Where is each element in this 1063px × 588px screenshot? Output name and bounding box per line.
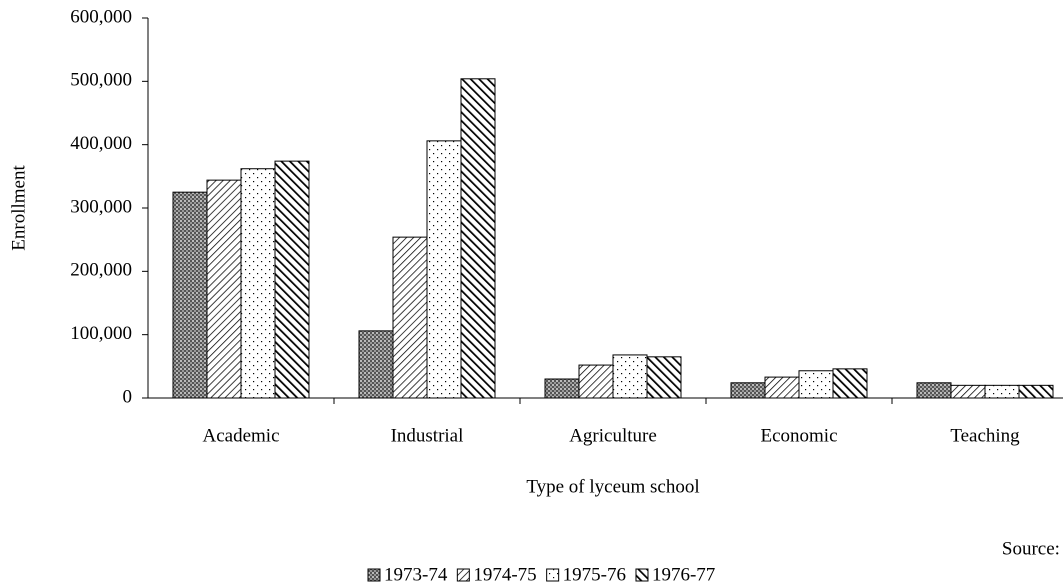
bar — [950, 384, 986, 399]
bar — [240, 168, 276, 399]
bar — [832, 368, 868, 399]
y-tick-label: 500,000 — [70, 70, 132, 91]
bar — [646, 356, 682, 399]
x-tick-label: Teaching — [950, 425, 1020, 446]
bar — [764, 376, 800, 399]
bar — [274, 160, 310, 399]
bar — [460, 78, 496, 399]
y-tick-label: 300,000 — [70, 196, 132, 217]
legend-swatch — [635, 568, 649, 582]
bar — [544, 378, 580, 399]
x-axis-title: Type of lyceum school — [526, 476, 699, 497]
x-tick-label: Industrial — [391, 425, 464, 446]
bar — [426, 140, 462, 399]
y-axis-title: Enrollment — [8, 165, 29, 251]
legend-label: 1975-76 — [563, 564, 626, 585]
bar — [984, 384, 1020, 399]
legend-swatch — [546, 568, 560, 582]
bar — [392, 236, 428, 399]
legend-label: 1976-77 — [652, 564, 715, 585]
y-tick-label: 100,000 — [70, 323, 132, 344]
source: Source: I — [1002, 538, 1063, 559]
legend-label: 1973-74 — [384, 564, 448, 585]
y-tick-label: 200,000 — [70, 260, 132, 281]
legend-swatch — [367, 568, 381, 582]
bar — [172, 191, 208, 399]
bar — [206, 179, 242, 399]
y-tick-label: 600,000 — [70, 6, 132, 27]
x-tick-label: Economic — [760, 425, 837, 446]
x-tick-label: Agriculture — [569, 425, 657, 446]
bar — [578, 364, 614, 399]
bar — [358, 330, 394, 399]
bar — [612, 354, 648, 399]
bar — [798, 370, 834, 399]
legend-swatch — [456, 568, 470, 582]
bar — [916, 382, 952, 399]
legend-label: 1974-75 — [473, 564, 536, 585]
bar — [1018, 384, 1054, 399]
bar — [730, 382, 766, 399]
x-tick-label: Academic — [202, 425, 279, 446]
y-tick-label: 0 — [123, 386, 133, 407]
y-tick-label: 400,000 — [70, 133, 132, 154]
